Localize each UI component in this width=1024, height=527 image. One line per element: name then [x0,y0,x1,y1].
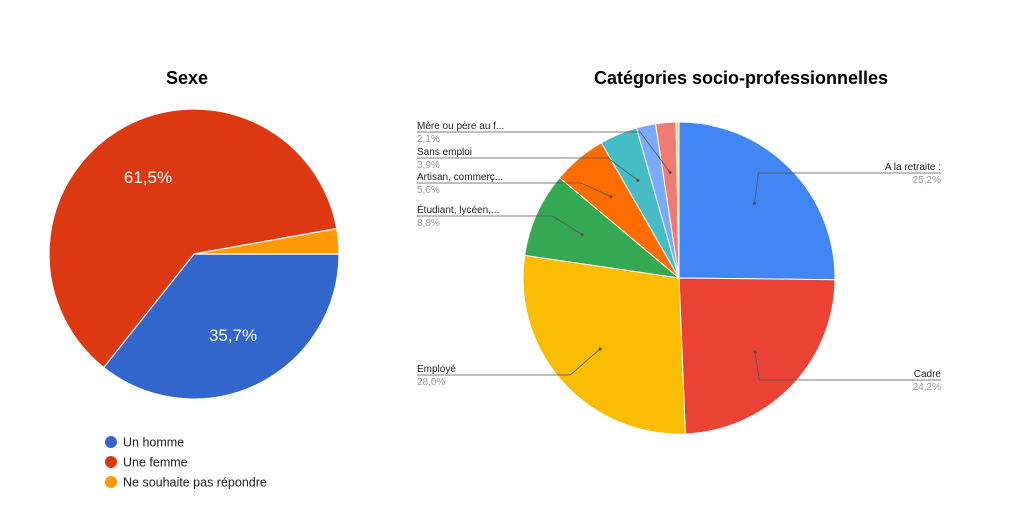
pie-slice-ne-souhaite-pas-repondre [193,227,340,255]
leader-line [754,172,941,204]
slice-percent: 25,2% [913,175,941,186]
pie-slice-etudiant-lyceen [524,176,681,279]
leader-line [417,182,612,198]
chart-csp: Catégories socio-professionnelles A la r… [417,68,941,435]
slice-label: Mère ou père au f... [417,121,504,132]
pie-slice-cadre [678,277,836,435]
pie-slice-un-homme [102,253,340,400]
slice-percent: 2,1% [417,134,440,145]
leader-line [417,348,601,376]
chart-sexe: Sexe 35,7% 61,5% Un homme Une femme Ne souh… [48,68,340,490]
leader-dot [609,195,613,199]
leader-dot [668,170,672,174]
pie-sexe: 35,7% 61,5% [48,108,340,400]
legend-sexe: Un homme Une femme Ne souhaite pas répondr… [105,436,267,490]
leader-line [417,215,583,235]
slice-label: Sans emploi [417,147,472,158]
legend-label: Un homme [123,436,184,450]
leader-line [417,157,639,181]
pie-csp [522,121,836,435]
slice-label: Artisan, commerç... [417,172,503,183]
slice-percent: 28,0% [417,377,445,388]
leader-dot [753,350,757,354]
pie-slice-une-femme [48,108,338,369]
slice-label: Cadre [914,369,942,380]
slice-percent: 5,6% [417,185,440,196]
leader-dot [636,178,640,182]
chart-title-sexe: Sexe [166,68,208,88]
slice-percent-label: 61,5% [124,168,172,187]
legend-label: Une femme [123,456,188,470]
legend-swatch [105,456,117,468]
slice-percent-label: 35,7% [209,326,257,345]
slice-label: Employé [417,364,456,375]
slice-percent: 24,2% [913,382,941,393]
pie-slice-a-la-retraite [678,121,836,281]
chart-title-csp: Catégories socio-professionnelles [594,68,888,88]
pie-slice-slice-8 [675,121,680,279]
leader-dot [752,201,757,206]
slice-label: A la retraite : [885,162,941,173]
pie-slice-employe [522,254,686,435]
leader-dot [580,232,584,237]
legend-swatch [105,476,117,488]
labels-csp: A la retraite : 25,2% Cadre 24,2% Employé 28,… [417,121,941,393]
legend-label: Ne souhaite pas répondre [123,476,267,490]
leader-dot [598,347,602,351]
slice-percent: 3,9% [417,160,440,171]
leader-line [417,131,671,173]
slice-percent: 8,8% [417,218,440,229]
legend-swatch [105,436,117,448]
slice-label: Étudiant, lycéen,... [417,203,499,216]
leader-line [754,351,941,381]
